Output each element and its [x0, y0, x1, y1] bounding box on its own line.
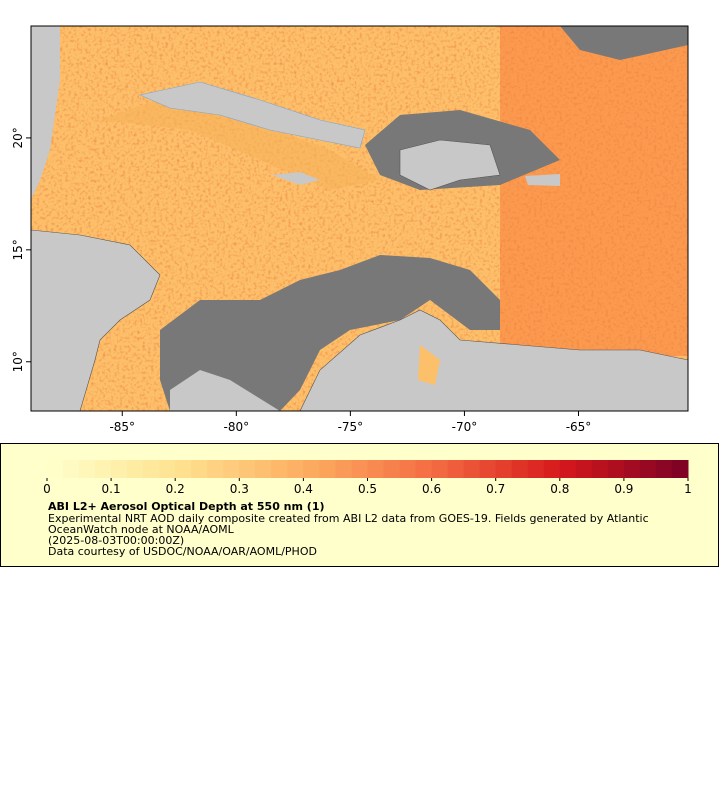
colorbar-cell [383, 460, 401, 478]
colorbar-cell [111, 460, 128, 478]
x-tick-label: -70° [452, 420, 478, 434]
colorbar-cell [159, 460, 176, 478]
colorbar-tick-label: 0.4 [294, 482, 313, 496]
x-tick-label: -80° [224, 420, 250, 434]
colorbar-cell [351, 460, 368, 478]
colorbar-cell [271, 460, 288, 478]
colorbar-cell [671, 460, 689, 478]
legend-title: ABI L2+ Aerosol Optical Depth at 550 nm … [48, 500, 325, 513]
x-tick-label: -75° [338, 420, 364, 434]
colorbar-cell [543, 460, 561, 478]
colorbar-cell [319, 460, 336, 478]
colorbar-cell [367, 460, 385, 478]
colorbar-cell [495, 460, 513, 478]
legend-line: Experimental NRT AOD daily composite cre… [48, 512, 649, 525]
colorbar-cell [655, 460, 673, 478]
colorbar-tick-label: 0.9 [614, 482, 633, 496]
colorbar-cell [191, 460, 208, 478]
colorbar-cell [255, 460, 272, 478]
colorbar-cell [207, 460, 224, 478]
map-frame [30, 25, 689, 412]
colorbar-tick-label: 0.6 [422, 482, 441, 496]
land-south-america [299, 309, 688, 411]
colorbar-tick-label: 0.2 [166, 482, 185, 496]
x-tick-label: -85° [109, 420, 135, 434]
land-jamaica [272, 172, 320, 185]
land-yucatan [31, 26, 60, 200]
colorbar-cell [527, 460, 545, 478]
legend-line: (2025-08-03T00:00:00Z) [48, 534, 184, 547]
y-tick-label: 20° [11, 127, 25, 148]
colorbar-cell [479, 460, 497, 478]
colorbar-tick-label: 0 [43, 482, 51, 496]
lake-maracaibo [418, 345, 440, 385]
colorbar-cell [143, 460, 160, 478]
colorbar-cell [415, 460, 433, 478]
colorbar-cell [175, 460, 192, 478]
colorbar-cell [463, 460, 481, 478]
colorbar-cell [591, 460, 609, 478]
colorbar-cell [607, 460, 625, 478]
colorbar-cell [511, 460, 529, 478]
colorbar-cell [239, 460, 256, 478]
colorbar-cell [623, 460, 641, 478]
colorbar-cell [79, 460, 96, 478]
colorbar-cell [399, 460, 417, 478]
y-tick-label: 15° [11, 239, 25, 260]
land-pr [525, 174, 560, 186]
legend-line: OceanWatch node at NOAA/AOML [48, 523, 235, 536]
colorbar-cell [639, 460, 657, 478]
colorbar-cell [335, 460, 352, 478]
land-cuba [139, 81, 366, 149]
land-hispaniola [399, 139, 501, 191]
legend-line: Data courtesy of USDOC/NOAA/OAR/AOML/PHO… [48, 545, 317, 558]
no-data [160, 255, 500, 411]
colorbar-cell [47, 460, 64, 478]
aod-patch [100, 95, 380, 190]
colorbar-cell [127, 460, 144, 478]
map-area [31, 26, 688, 411]
colorbar-cell [223, 460, 240, 478]
colorbar-tick-label: 0.5 [358, 482, 377, 496]
colorbar-cell [63, 460, 80, 478]
colorbar-tick-label: 0.1 [102, 482, 121, 496]
colorbar-cell [559, 460, 577, 478]
colorbar-tick-label: 1 [684, 482, 692, 496]
colorbar-cell [431, 460, 449, 478]
colorbar-cell [287, 460, 304, 478]
colorbar-cell [95, 460, 112, 478]
colorbar-cell [575, 460, 593, 478]
land-panama [170, 370, 280, 411]
colorbar-tick-label: 0.8 [550, 482, 569, 496]
colorbar-tick-label: 0.7 [486, 482, 505, 496]
land-central-america [31, 229, 161, 411]
colorbar-cell [447, 460, 465, 478]
colorbar-tick-label: 0.3 [230, 482, 249, 496]
colorbar: 0 0.1 0.2 0.3 0.4 0.5 0.6 0.7 0.8 0.9 1 [43, 460, 692, 496]
x-tick-label: -65° [566, 420, 592, 434]
colorbar-cell [303, 460, 320, 478]
no-data [560, 26, 688, 60]
y-tick-label: 10° [11, 351, 25, 372]
